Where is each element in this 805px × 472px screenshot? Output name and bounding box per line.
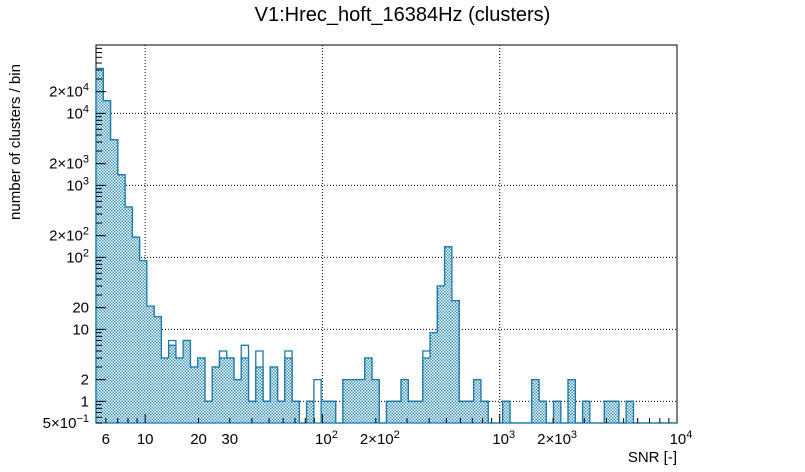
tick-label: 103 xyxy=(492,429,515,448)
tick-labels: 6 10 20 30 102 2×102 103 2×103 104 5×10−1 1 2 10 20 10… xyxy=(43,82,693,448)
tick-label: 20 xyxy=(190,431,207,448)
tick-label: 2×104 xyxy=(49,82,89,101)
tick-label: 104 xyxy=(670,429,693,448)
tick-label: 2×103 xyxy=(49,154,89,173)
tick-label: 6 xyxy=(102,431,110,448)
tick-label: 2×103 xyxy=(537,429,577,448)
tick-label: 30 xyxy=(221,431,238,448)
tick-label: 20 xyxy=(72,300,89,317)
chart-title: V1:Hrec_hoft_16384Hz (clusters) xyxy=(254,4,551,26)
y-axis-title: number of clusters / bin xyxy=(7,64,24,220)
tick-label: 103 xyxy=(66,175,89,194)
tick-label: 1 xyxy=(81,393,89,410)
tick-label: 104 xyxy=(66,103,89,122)
tick-label: 2×102 xyxy=(360,429,400,448)
tick-label: 10 xyxy=(137,431,154,448)
tick-label: 10 xyxy=(72,321,89,338)
tick-label: 102 xyxy=(315,429,338,448)
histogram-filled xyxy=(95,67,677,424)
tick-label: 2×102 xyxy=(49,226,89,245)
tick-label: 2 xyxy=(81,372,89,389)
axis-ticks xyxy=(96,47,678,424)
x-axis-title: SNR [-] xyxy=(627,449,677,466)
tick-label: 5×10−1 xyxy=(43,413,89,432)
tick-label: 102 xyxy=(66,247,89,266)
